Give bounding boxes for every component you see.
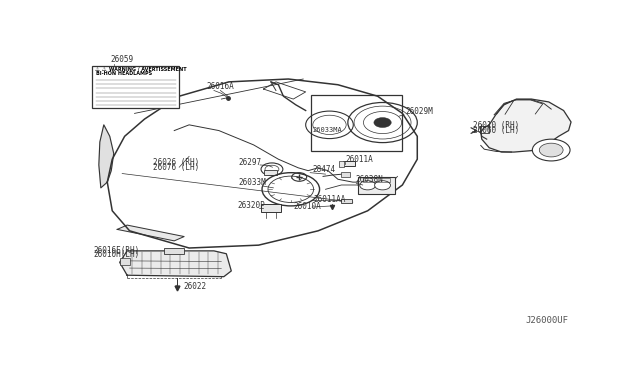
Text: 26029M: 26029M [405,107,433,116]
Text: 26022: 26022 [183,282,206,291]
Text: 26010 (RH): 26010 (RH) [474,121,520,130]
Polygon shape [481,99,571,152]
Text: 26297: 26297 [239,158,262,167]
Circle shape [540,143,563,157]
Polygon shape [99,125,114,188]
Text: 26010A: 26010A [293,202,321,211]
Polygon shape [120,251,231,277]
Bar [363,178,390,182]
Text: 28474: 28474 [312,165,335,174]
Text: 26320P: 26320P [237,202,266,211]
Bar [358,177,395,193]
Circle shape [360,181,376,190]
Bar [339,161,344,167]
Bar [120,258,130,265]
Circle shape [374,181,390,190]
Text: ⚠ ⚠: ⚠ ⚠ [95,67,107,72]
Text: 26038N: 26038N [355,175,383,184]
Bar [310,95,403,151]
Bar [343,161,355,166]
Bar [92,66,179,108]
Bar [341,199,352,203]
Text: 26011A: 26011A [346,154,374,164]
Text: 26011AA: 26011AA [313,195,346,203]
Text: 26016E(RH): 26016E(RH) [94,246,140,255]
Text: WARNING / AVERTISSEMENT: WARNING / AVERTISSEMENT [109,67,186,72]
Text: BI-HON HEADLAMPS: BI-HON HEADLAMPS [96,71,152,76]
Bar [264,170,277,175]
Polygon shape [117,225,184,241]
Text: 26076 (LH): 26076 (LH) [154,163,200,172]
Bar [341,172,350,177]
Text: 26060 (LH): 26060 (LH) [474,126,520,135]
Text: 26059: 26059 [111,55,134,64]
Bar [164,248,184,254]
Bar [480,126,489,134]
Circle shape [532,139,570,161]
Text: 26026 (RH): 26026 (RH) [154,158,200,167]
Text: J26000UF: J26000UF [525,316,568,325]
Text: 26033MA: 26033MA [312,127,342,133]
Bar [261,203,281,212]
Circle shape [374,118,391,128]
Text: 26033M: 26033M [239,178,266,187]
Text: 26016A: 26016A [207,82,234,91]
Text: 26010H(LH): 26010H(LH) [94,250,140,259]
